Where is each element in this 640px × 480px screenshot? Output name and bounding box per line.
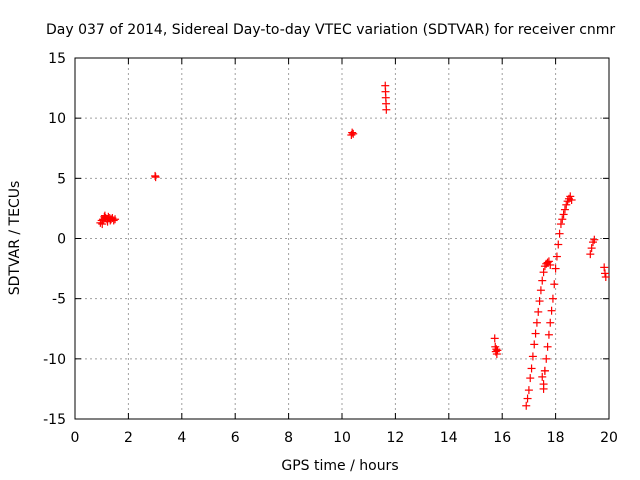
data-point bbox=[547, 306, 556, 315]
data-point bbox=[552, 252, 561, 261]
data-point bbox=[535, 297, 544, 306]
data-point bbox=[544, 257, 553, 266]
data-point bbox=[590, 235, 599, 244]
chart-title: Day 037 of 2014, Sidereal Day-to-day VTE… bbox=[46, 22, 615, 38]
data-point bbox=[111, 215, 120, 224]
data-point bbox=[556, 220, 565, 229]
data-point bbox=[528, 352, 537, 361]
x-tick-label: 20 bbox=[600, 430, 618, 446]
x-tick-label: 0 bbox=[71, 430, 80, 446]
data-point bbox=[523, 394, 532, 403]
data-point bbox=[558, 215, 567, 224]
data-point bbox=[567, 195, 576, 204]
data-point bbox=[490, 334, 499, 343]
y-axis-label: SDTVAR / TECUs bbox=[7, 181, 23, 296]
data-point bbox=[542, 354, 551, 363]
data-point bbox=[493, 346, 502, 355]
data-point bbox=[562, 200, 571, 209]
data-point bbox=[348, 128, 357, 137]
data-point bbox=[539, 384, 548, 393]
data-point bbox=[538, 276, 547, 285]
data-point bbox=[532, 318, 541, 327]
data-point bbox=[548, 294, 557, 303]
data-point bbox=[543, 342, 552, 351]
data-point bbox=[586, 250, 595, 259]
data-point bbox=[106, 216, 115, 225]
x-tick-label: 4 bbox=[177, 430, 186, 446]
data-point bbox=[531, 329, 540, 338]
data-point bbox=[600, 269, 609, 278]
axis-ticks: 0 2 4 6 8 10 12 14 16 18 20 -15 -10 -5 0 5 10 15 bbox=[43, 51, 618, 446]
data-point bbox=[98, 220, 107, 229]
data-point bbox=[550, 280, 559, 289]
data-point bbox=[600, 263, 609, 272]
data-point bbox=[349, 129, 358, 138]
data-point bbox=[546, 260, 555, 269]
data-point bbox=[551, 264, 560, 273]
data-point bbox=[534, 307, 543, 316]
y-tick-label: 5 bbox=[57, 171, 66, 187]
x-tick-label: 14 bbox=[440, 430, 458, 446]
y-tick-label: -5 bbox=[52, 292, 66, 308]
data-point bbox=[530, 340, 539, 349]
data-point bbox=[587, 244, 596, 253]
data-point bbox=[526, 374, 535, 383]
x-axis-label: GPS time / hours bbox=[281, 458, 398, 474]
x-tick-label: 6 bbox=[231, 430, 240, 446]
data-point bbox=[540, 366, 549, 375]
data-point bbox=[522, 401, 531, 410]
y-tick-label: 0 bbox=[57, 232, 66, 248]
data-point bbox=[555, 229, 564, 238]
data-point bbox=[536, 286, 545, 295]
data-point bbox=[100, 211, 109, 220]
x-tick-label: 10 bbox=[333, 430, 351, 446]
data-point bbox=[382, 105, 391, 114]
y-tick-label: 15 bbox=[48, 51, 66, 67]
y-tick-label: 10 bbox=[48, 111, 66, 127]
x-tick-label: 8 bbox=[284, 430, 293, 446]
data-point bbox=[554, 240, 563, 249]
grid bbox=[75, 58, 609, 419]
x-tick-label: 12 bbox=[386, 430, 404, 446]
x-tick-label: 2 bbox=[124, 430, 133, 446]
data-point bbox=[560, 205, 569, 214]
data-point bbox=[151, 173, 160, 182]
data-point bbox=[559, 210, 568, 219]
data-point bbox=[544, 330, 553, 339]
data-point bbox=[601, 273, 610, 282]
data-points bbox=[96, 81, 610, 410]
x-tick-label: 18 bbox=[547, 430, 565, 446]
data-point bbox=[524, 386, 533, 395]
data-point bbox=[538, 372, 547, 381]
data-point bbox=[539, 268, 548, 277]
x-tick-label: 16 bbox=[493, 430, 511, 446]
data-point bbox=[527, 364, 536, 373]
data-point bbox=[566, 192, 575, 201]
y-tick-label: -15 bbox=[43, 412, 66, 428]
data-point bbox=[546, 318, 555, 327]
y-tick-label: -10 bbox=[43, 352, 66, 368]
